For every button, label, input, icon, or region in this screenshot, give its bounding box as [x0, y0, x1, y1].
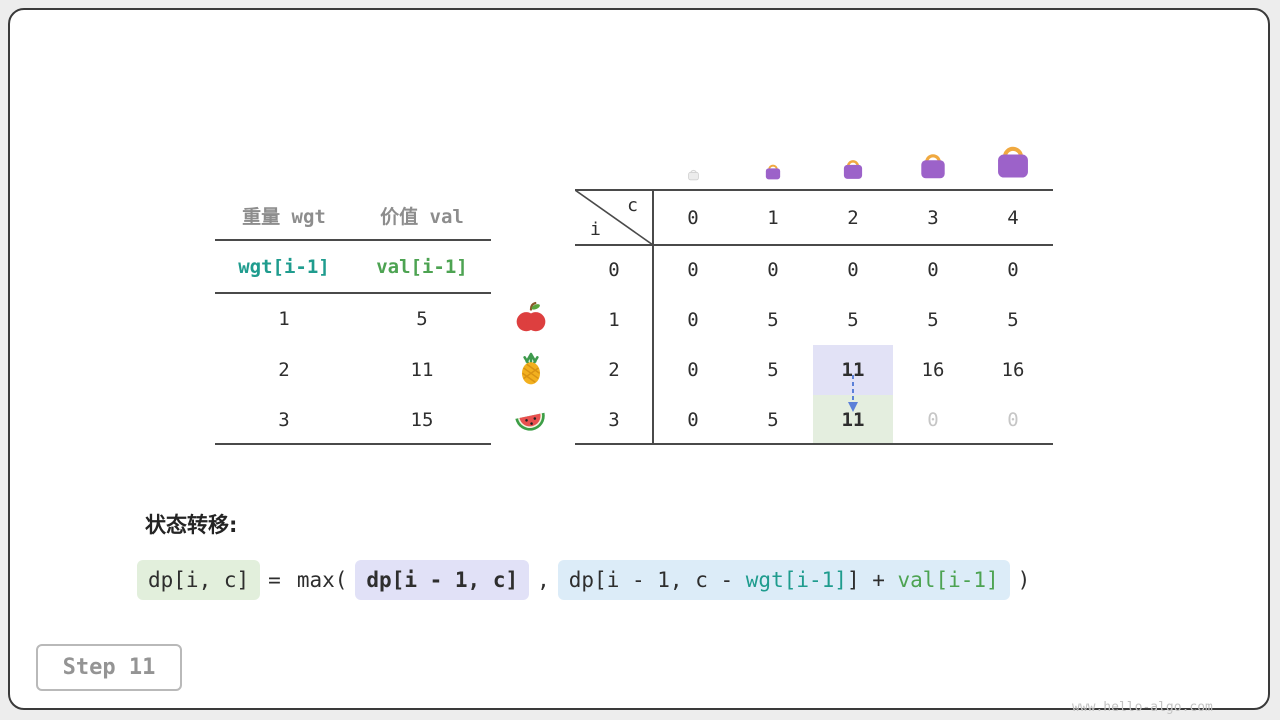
term-take-wgt: wgt[i-1] [745, 568, 847, 592]
divider [215, 239, 491, 241]
divider [575, 189, 1053, 191]
dp-cell: 16 [921, 359, 945, 381]
dp-cell: 0 [847, 259, 859, 281]
dp-corner-cell: c i [575, 190, 653, 245]
dp-cell-pending: 0 [927, 409, 939, 431]
comma: , [537, 568, 550, 592]
divider [575, 443, 1053, 445]
dp-cell: 5 [847, 309, 859, 331]
max-open: max( [296, 568, 348, 592]
dp-cell: 5 [927, 309, 939, 331]
divider [215, 292, 491, 294]
bag-capacity-3-icon [921, 154, 945, 179]
divider [575, 244, 1053, 246]
bag-capacity-0-icon [688, 169, 699, 181]
item-table: 重量 wgt 价值 val wgt[i-1] val[i-1] 1 5 2 11… [215, 190, 491, 445]
dp-cell: 16 [1001, 359, 1025, 381]
close-paren: ) [1017, 568, 1031, 592]
step-badge: Step 11 [36, 644, 182, 691]
weight-column-header: 重量 wgt [242, 205, 326, 228]
formula-lhs: dp[i, c] [137, 560, 261, 600]
transition-formula: dp[i, c] = max( dp[i - 1, c] , dp[i - 1,… [137, 560, 1038, 600]
dp-col-header: 2 [847, 206, 859, 229]
dp-cell: 0 [927, 259, 939, 281]
bag-capacity-2-icon [843, 160, 863, 179]
dp-cell: 0 [1007, 259, 1019, 281]
wgt-var-label: wgt[i-1] [238, 255, 330, 278]
bag-capacity-4-icon [998, 146, 1028, 178]
bag-capacity-1-icon [765, 164, 781, 180]
dp-table: c i 0 1 2 3 4 0 0 0 0 0 0 1 0 5 5 5 5 2 … [575, 190, 1053, 445]
item-weight: 1 [278, 307, 290, 330]
dp-col-header: 4 [1007, 206, 1019, 229]
term-take-val: val[i-1] [897, 568, 999, 592]
dp-cell: 0 [687, 359, 699, 381]
watermelon-icon [515, 412, 545, 431]
formula-term-skip: dp[i - 1, c] [355, 560, 530, 600]
dp-cell: 0 [687, 259, 699, 281]
dp-col-header: 3 [927, 206, 939, 229]
transition-arrow-icon [848, 375, 858, 412]
dp-row-header: 0 [608, 259, 620, 281]
dp-col-header: 0 [687, 206, 699, 229]
item-value: 15 [410, 409, 434, 431]
divider [215, 443, 491, 445]
term-take-mid: ] + [846, 568, 898, 592]
dp-cell: 5 [1007, 309, 1019, 331]
corner-diagonal [575, 190, 653, 245]
item-weight: 3 [278, 409, 290, 431]
val-var-label: val[i-1] [376, 255, 468, 278]
dp-cell: 0 [767, 259, 779, 281]
item-value: 5 [416, 307, 428, 330]
equals-sign: = [268, 568, 281, 592]
dp-cell-pending: 0 [1007, 409, 1019, 431]
dp-cell: 5 [767, 359, 779, 381]
capacity-axis-label: c [627, 195, 638, 216]
transition-heading: 状态转移: [145, 513, 238, 537]
pineapple-icon [521, 352, 541, 385]
divider [652, 190, 654, 445]
dp-row-header: 3 [608, 409, 620, 431]
watermark: www.hello-algo.com [1072, 700, 1213, 715]
formula-term-take: dp[i - 1, c - wgt[i-1]] + val[i-1] [557, 560, 1010, 600]
item-value: 11 [410, 358, 434, 381]
item-axis-label: i [590, 219, 601, 240]
dp-cell-source-highlight: 11 [813, 345, 893, 395]
apple-icon [516, 301, 546, 332]
dp-cell: 5 [767, 309, 779, 331]
dp-cell: 5 [767, 409, 779, 431]
dp-cell: 0 [687, 409, 699, 431]
dp-col-header: 1 [767, 206, 779, 229]
dp-row-header: 1 [608, 309, 620, 331]
dp-cell: 0 [687, 309, 699, 331]
value-column-header: 价值 val [380, 205, 464, 228]
item-weight: 2 [278, 358, 290, 381]
term-take-prefix: dp[i - 1, c - [568, 568, 746, 592]
dp-row-header: 2 [608, 359, 620, 381]
